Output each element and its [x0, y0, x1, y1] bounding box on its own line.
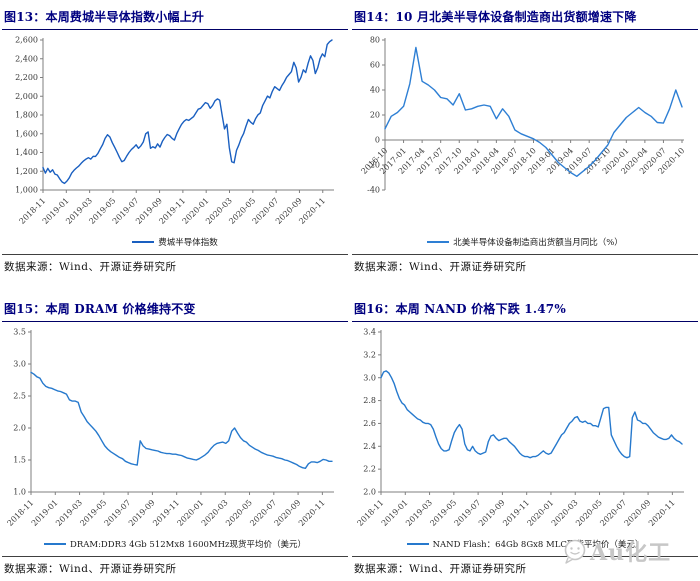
svg-text:2020-11: 2020-11	[647, 498, 677, 528]
source-divider	[2, 254, 348, 255]
svg-text:40: 40	[370, 86, 380, 95]
svg-text:-40: -40	[367, 186, 380, 195]
data-source-note: 数据来源：Wind、开源证券研究所	[354, 563, 527, 575]
svg-text:2.5: 2.5	[13, 392, 26, 401]
svg-text:2,000: 2,000	[15, 92, 38, 101]
source-divider	[352, 556, 698, 557]
figure-14-title: 图14：10 月北美半导体设备制造商出货额增速下降	[352, 6, 698, 30]
svg-text:1,200: 1,200	[15, 167, 38, 176]
figure-13-legend: 费城半导体指数	[2, 235, 348, 248]
svg-text:2,400: 2,400	[15, 54, 38, 63]
data-source-note: 数据来源：Wind、开源证券研究所	[4, 261, 177, 273]
sox-index-line-chart: 1,000 1,200 1,400 1,600 1,800 2,000 2,200 2,400…	[15, 36, 334, 226]
legend-line-swatch	[427, 240, 450, 243]
svg-text:1,600: 1,600	[15, 129, 38, 138]
svg-text:1.5: 1.5	[13, 456, 26, 465]
svg-text:1.0: 1.0	[13, 488, 26, 497]
svg-text:2.0: 2.0	[363, 488, 376, 497]
nand-price-line-chart: 2.02.22.42.62.83.03.23.42018-112019-0120…	[356, 328, 684, 528]
legend-line-swatch	[132, 240, 155, 243]
figure-15-title: 图15：本周 DRAM 价格维持不变	[2, 298, 348, 322]
svg-text:1,000: 1,000	[15, 186, 38, 195]
figure-15-legend: DRAM:DDR3 4Gb 512Mx8 1600MHz现货平均价（美元）	[2, 537, 348, 550]
svg-text:60: 60	[370, 61, 380, 70]
svg-text:3.0: 3.0	[363, 373, 376, 382]
svg-text:2020-11: 2020-11	[297, 498, 327, 528]
svg-text:3.2: 3.2	[363, 350, 376, 359]
svg-text:2,600: 2,600	[15, 36, 38, 45]
data-source-note: 数据来源：Wind、开源证券研究所	[4, 563, 177, 575]
svg-text:2.0: 2.0	[13, 424, 26, 433]
source-divider	[2, 556, 348, 557]
svg-text:2.2: 2.2	[363, 465, 376, 474]
svg-text:2,200: 2,200	[15, 73, 38, 82]
data-source-note: 数据来源：Wind、开源证券研究所	[354, 261, 527, 273]
svg-text:0: 0	[375, 136, 380, 145]
svg-text:80: 80	[370, 36, 380, 45]
legend-line-swatch	[44, 542, 67, 545]
svg-text:1,400: 1,400	[15, 148, 38, 157]
svg-text:3.0: 3.0	[13, 360, 26, 369]
svg-text:2.4: 2.4	[363, 442, 376, 451]
svg-text:1,800: 1,800	[15, 111, 38, 120]
legend-label: 北美半导体设备制造商出货额当月同比（%）	[453, 237, 623, 248]
figure-13-title: 图13：本周费城半导体指数小幅上升	[2, 6, 348, 30]
figure-16-panel: 图16：本周 NAND 价格下跌 1.47% 2.0 2.2 2.4 2.6 2.8 3.…	[352, 298, 698, 581]
svg-text:2.6: 2.6	[363, 419, 376, 428]
na-semi-equipment-billings-chart: -40-200204060802016-102017-012017-042017…	[360, 36, 687, 195]
svg-text:20: 20	[370, 111, 380, 120]
source-divider	[352, 254, 698, 255]
svg-text:3.5: 3.5	[13, 328, 26, 337]
figure-14-legend: 北美半导体设备制造商出货额当月同比（%）	[352, 235, 698, 248]
svg-text:3.4: 3.4	[363, 328, 376, 337]
legend-label: DRAM:DDR3 4Gb 512Mx8 1600MHz现货平均价（美元）	[70, 539, 306, 550]
dram-price-line-chart: 1.01.52.02.53.03.52018-112019-012019-032…	[6, 328, 334, 528]
svg-text:-20: -20	[367, 161, 380, 170]
svg-text:2.8: 2.8	[363, 396, 376, 405]
figure-15-panel: 图15：本周 DRAM 价格维持不变 1.0 1.5 2.0 2.5 3.0 3.5 201…	[2, 298, 348, 581]
legend-label: 费城半导体指数	[158, 237, 218, 248]
figure-16-title: 图16：本周 NAND 价格下跌 1.47%	[352, 298, 698, 322]
legend-label: NAND Flash：64Gb 8Gx8 MLC现货平均价（美元）	[432, 539, 644, 550]
figure-16-legend: NAND Flash：64Gb 8Gx8 MLC现货平均价（美元）	[352, 537, 698, 550]
figure-14-panel: 图14：10 月北美半导体设备制造商出货额增速下降 -40 -20 0 20 40 60 8…	[352, 6, 698, 292]
figure-13-panel: 图13：本周费城半导体指数小幅上升 1,000 1,200 1,400 1,600 1,…	[2, 6, 348, 292]
legend-line-swatch	[406, 542, 429, 545]
